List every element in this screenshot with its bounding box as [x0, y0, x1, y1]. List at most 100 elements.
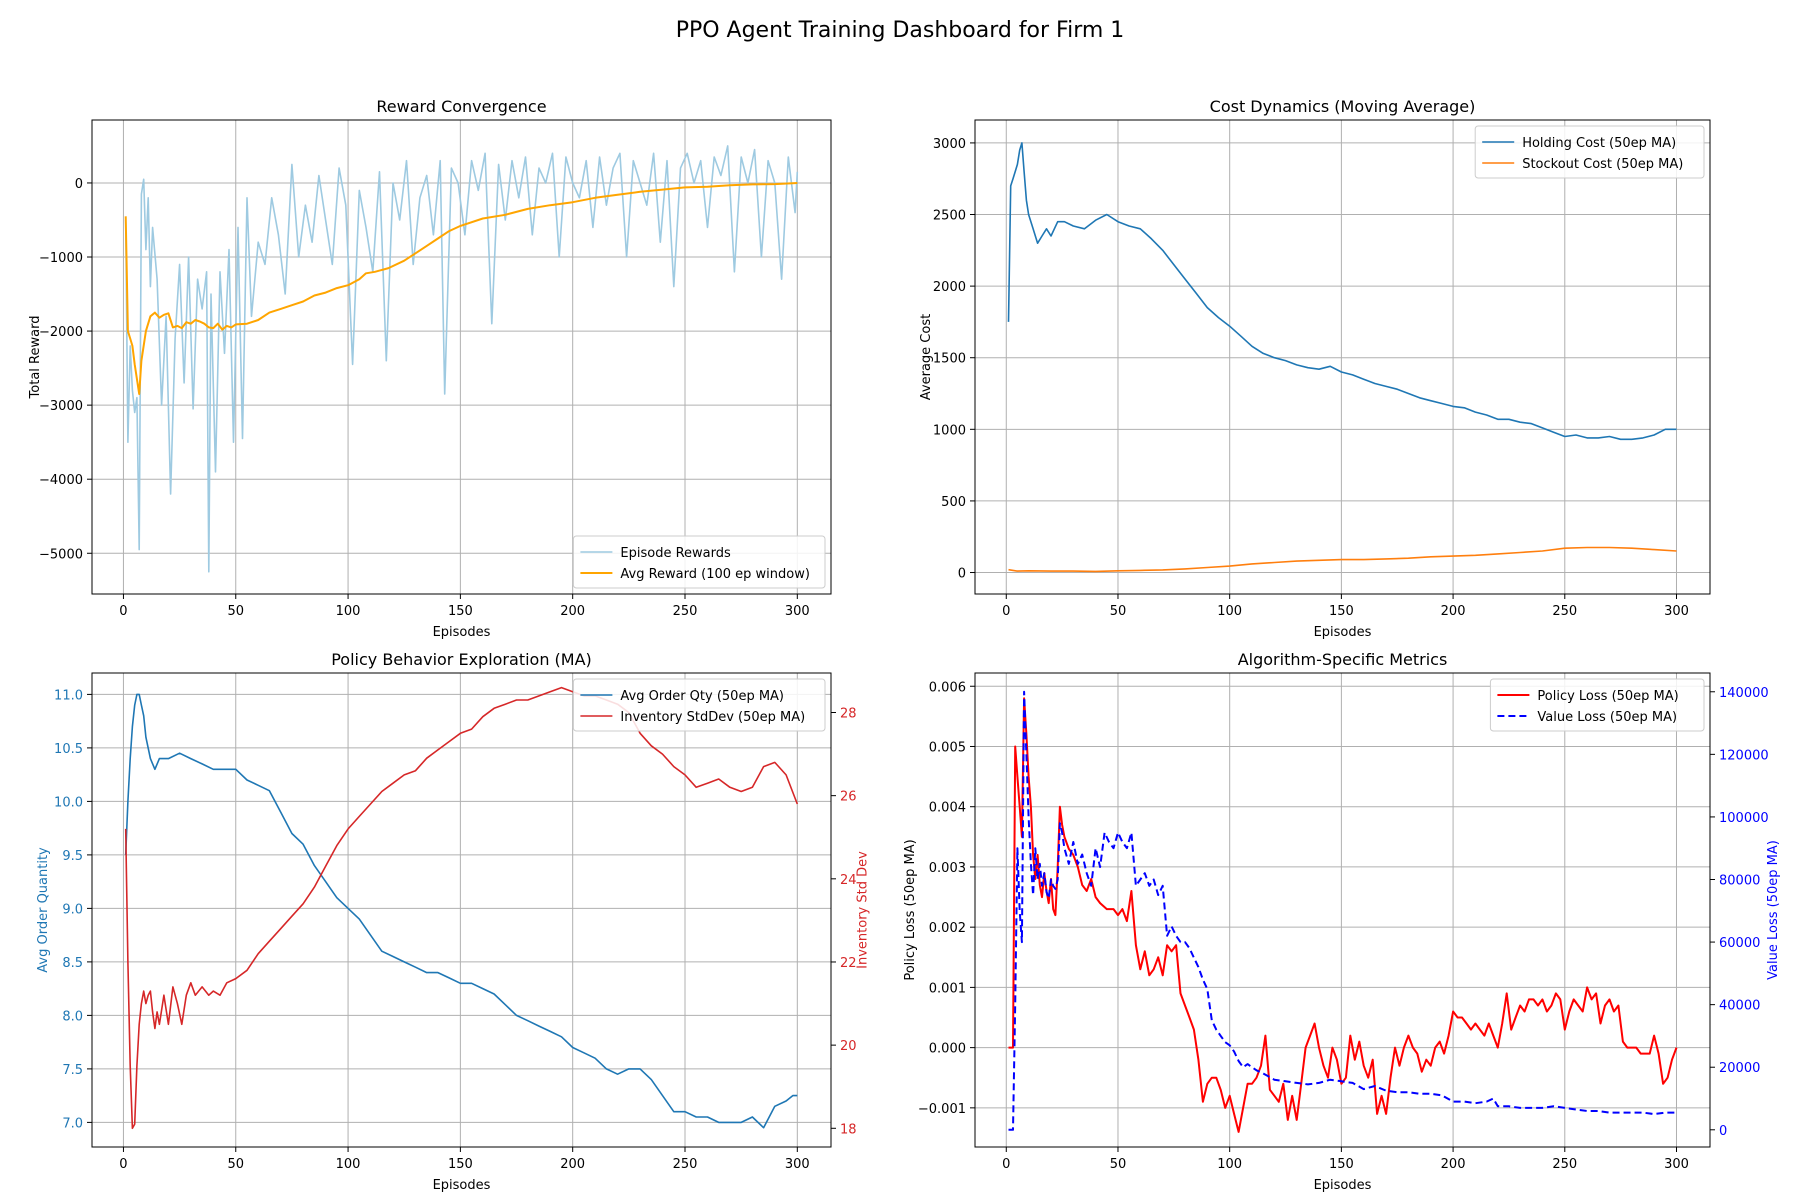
y2-tick-label: 20 — [840, 1039, 857, 1054]
chart-title: Algorithm-Specific Metrics — [1238, 650, 1448, 669]
y-axis-label: Average Cost — [919, 314, 934, 400]
series-line-1 — [1008, 690, 1677, 1131]
legend-box — [1489, 678, 1705, 732]
y2-tick-label: 0 — [1719, 1124, 1727, 1139]
x-tick-label: 50 — [1110, 604, 1127, 619]
x-tick-label: 300 — [1664, 1157, 1689, 1172]
x-tick-label: 0 — [119, 1157, 127, 1172]
x-tick-label: 0 — [1002, 604, 1010, 619]
y-tick-label: 7.0 — [62, 1116, 83, 1131]
y-axis-label: Policy Loss (50ep MA) — [903, 839, 918, 980]
legend-label-1: Stockout Cost (50ep MA) — [1522, 157, 1683, 172]
plot-frame — [974, 672, 1711, 1148]
series-line-1 — [124, 686, 799, 1130]
y-tick-label: −1000 — [39, 251, 83, 266]
x-tick-label: 0 — [1002, 1157, 1010, 1172]
y-axis-label: Total Reward — [28, 316, 43, 400]
y2-axis-label: Value Loss (50ep MA) — [1766, 840, 1781, 980]
y2-axis-label: Inventory Std Dev — [856, 851, 871, 969]
y-axis-label: Avg Order Quantity — [36, 847, 51, 973]
y2-tick-label: 80000 — [1719, 873, 1760, 888]
x-axis-label: Episodes — [1314, 1178, 1372, 1193]
y-tick-label: 3000 — [933, 137, 966, 152]
series-line-0 — [124, 145, 799, 573]
y-tick-label: −0.001 — [918, 1102, 966, 1117]
series-line-0 — [1008, 697, 1678, 1133]
y-tick-label: 10.5 — [54, 742, 83, 757]
y2-tick-label: 140000 — [1719, 686, 1769, 701]
legend: Episode Rewards Avg Reward (100 ep window… — [572, 535, 826, 589]
legend-label-0: Holding Cost (50ep MA) — [1522, 136, 1676, 151]
x-tick-label: 250 — [673, 604, 698, 619]
legend-box — [572, 678, 826, 732]
y-tick-label: 0.001 — [929, 981, 966, 996]
legend: Policy Loss (50ep MA) Value Loss (50ep MA… — [1489, 678, 1705, 732]
x-tick-label: 100 — [1217, 604, 1242, 619]
y-tick-label: 9.5 — [62, 849, 83, 864]
y2-tick-label: 28 — [840, 707, 857, 722]
y-tick-label: 0.003 — [929, 861, 966, 876]
x-tick-label: 300 — [785, 604, 810, 619]
legend-label-1: Inventory StdDev (50ep MA) — [620, 710, 805, 725]
chart-cost: 0 50 100 150 200 250 3000500100015002000250030… — [919, 97, 1711, 640]
series-line-0 — [124, 693, 798, 1129]
chart-reward: 0 50 100 150 200 250 300 −5000 −4000 −3000 −2000 −1… — [28, 97, 832, 640]
x-tick-label: 300 — [1664, 604, 1689, 619]
chart-policy: 0 50 100 150 200 250 300 7.0 7.5 8.0 8.5 9.0 9.5 10.0… — [36, 650, 871, 1193]
y-tick-label: −5000 — [39, 547, 83, 562]
x-tick-label: 150 — [1329, 604, 1354, 619]
y2-tick-label: 24 — [840, 873, 857, 888]
x-axis-label: Episodes — [1314, 625, 1372, 640]
y2-tick-label: 22 — [840, 956, 857, 971]
dashboard-title: PPO Agent Training Dashboard for Firm 1 — [675, 18, 1125, 43]
x-tick-label: 250 — [673, 1157, 698, 1172]
chart-title: Reward Convergence — [376, 97, 546, 116]
y-tick-label: 10.0 — [54, 795, 83, 810]
legend: Holding Cost (50ep MA) Stockout Cost (50e… — [1474, 125, 1705, 179]
y-tick-label: 500 — [941, 495, 966, 510]
legend-label-0: Avg Order Qty (50ep MA) — [620, 689, 784, 704]
x-tick-label: 50 — [227, 604, 244, 619]
y2-tick-label: 60000 — [1719, 936, 1760, 951]
series-line-0 — [1007, 142, 1677, 441]
plot-frame — [91, 119, 832, 595]
x-axis-label: Episodes — [433, 625, 491, 640]
x-tick-label: 200 — [560, 604, 585, 619]
x-tick-label: 300 — [785, 1157, 810, 1172]
x-tick-label: 100 — [336, 604, 361, 619]
legend-label-0: Episode Rewards — [620, 546, 731, 561]
y-tick-label: 11.0 — [54, 688, 83, 703]
chart-algo: 0 50 100 150 200 250 300 −0.001 0.000 0.001 0.002 0… — [903, 650, 1781, 1193]
y2-tick-label: 100000 — [1719, 811, 1769, 826]
x-tick-label: 150 — [448, 1157, 473, 1172]
y-tick-label: 1000 — [933, 423, 966, 438]
x-tick-label: 100 — [336, 1157, 361, 1172]
y-tick-label: 2000 — [933, 280, 966, 295]
y-tick-label: 0.005 — [929, 740, 966, 755]
x-tick-label: 200 — [1441, 1157, 1466, 1172]
x-tick-label: 50 — [227, 1157, 244, 1172]
y2-tick-label: 40000 — [1719, 999, 1760, 1014]
plot-frame — [974, 119, 1711, 595]
legend: Avg Order Qty (50ep MA) Inventory StdDev … — [572, 678, 826, 732]
y2-tick-label: 26 — [840, 790, 857, 805]
x-tick-label: 250 — [1552, 604, 1577, 619]
y-tick-label: 1500 — [933, 352, 966, 367]
y-tick-label: 0.006 — [929, 680, 966, 695]
y-tick-label: −2000 — [39, 325, 83, 340]
x-tick-label: 200 — [560, 1157, 585, 1172]
y-tick-label: 2500 — [933, 209, 966, 224]
series-line-1 — [124, 182, 798, 395]
x-tick-label: 100 — [1217, 1157, 1242, 1172]
x-tick-label: 50 — [1110, 1157, 1127, 1172]
y-tick-label: 0.004 — [929, 801, 966, 816]
x-tick-label: 250 — [1552, 1157, 1577, 1172]
y-tick-label: 8.5 — [62, 956, 83, 971]
x-tick-label: 150 — [448, 604, 473, 619]
y-tick-label: −4000 — [39, 473, 83, 488]
y-tick-label: 0.000 — [929, 1042, 966, 1057]
x-tick-label: 150 — [1329, 1157, 1354, 1172]
legend-label-1: Value Loss (50ep MA) — [1537, 710, 1677, 725]
y-tick-label: 0.002 — [929, 921, 966, 936]
